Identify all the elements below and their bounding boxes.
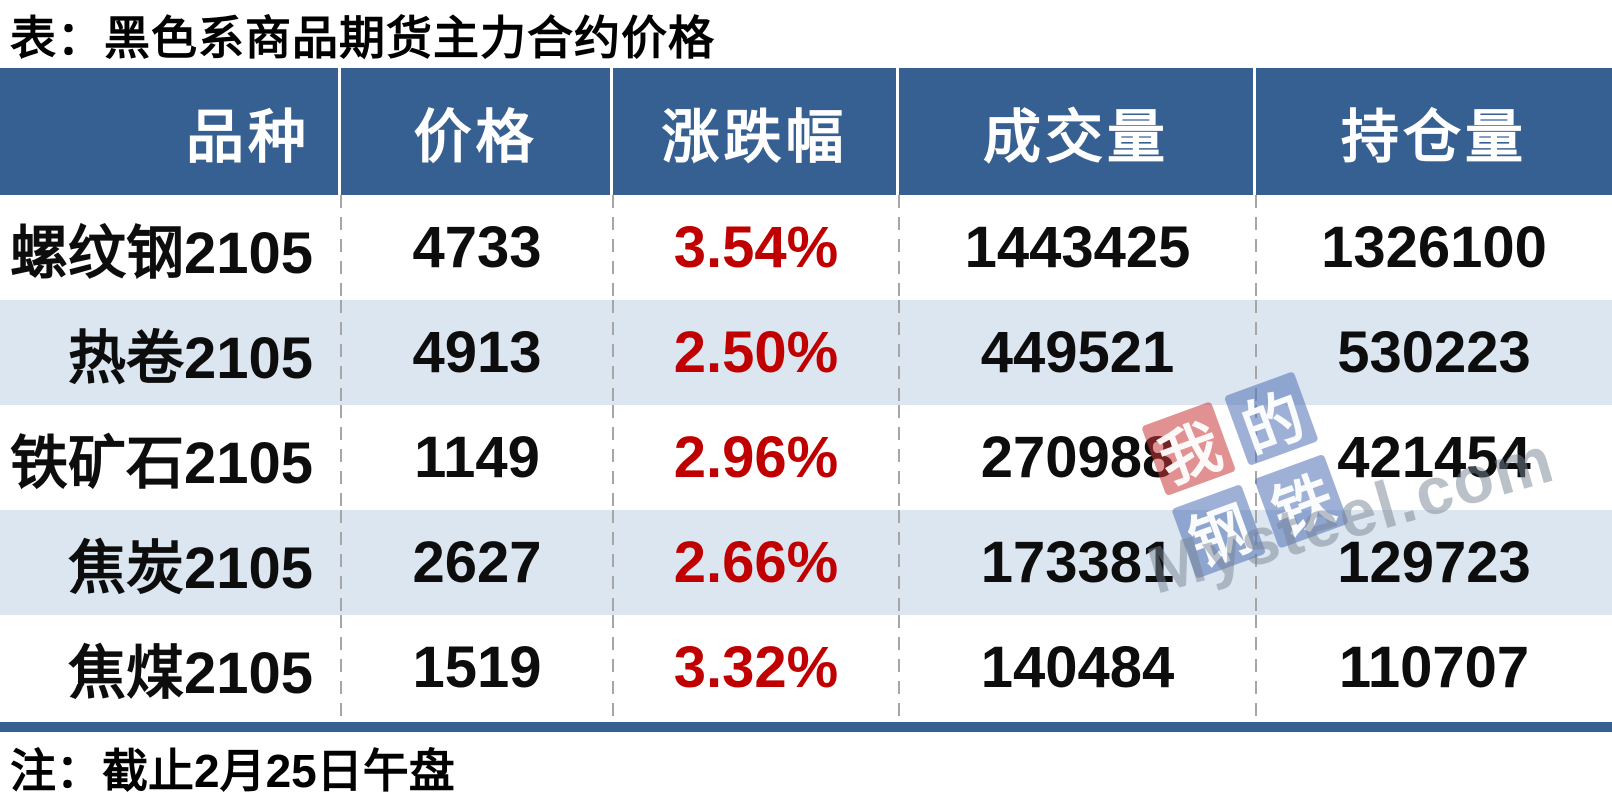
cell-open-interest: 110707 [1338, 635, 1530, 700]
table-row: 热卷2105 4913 2.50% 449521 530223 [0, 300, 1612, 405]
cell-change: 2.50% [613, 300, 900, 405]
footnote: 注：截止2月25日午盘 [10, 745, 455, 797]
cell-change: 3.54% [613, 195, 900, 300]
cell-volume: 1443425 [899, 195, 1257, 300]
table-row: 焦煤2105 1519 3.32% 140484 110707 [0, 615, 1612, 720]
cell-price: 1519 [341, 615, 614, 720]
cell-open-interest: 1326100 [1321, 215, 1547, 280]
cell-price: 1149 [341, 405, 614, 510]
table-row: 焦炭2105 2627 2.66% 173381 129723 [0, 510, 1612, 615]
futures-table: 品种 价格 涨跌幅 成交量 持仓量 螺纹钢2105 4733 3.54% 144… [0, 68, 1612, 720]
bottom-accent-bar [0, 722, 1612, 732]
cell-volume: 173381 [899, 510, 1257, 615]
table-header-row: 品种 价格 涨跌幅 成交量 持仓量 [0, 68, 1612, 195]
cell-volume: 140484 [899, 615, 1257, 720]
cell-variety: 铁矿石2105 [0, 405, 342, 510]
cell-variety: 焦煤2105 [0, 615, 342, 720]
cell-change: 3.32% [613, 615, 900, 720]
column-header-price: 价格 [341, 68, 613, 195]
column-header-change: 涨跌幅 [613, 68, 899, 195]
table-row: 螺纹钢2105 4733 3.54% 1443425 1326100 [0, 195, 1612, 300]
cell-open-interest: 530223 [1337, 320, 1531, 385]
column-header-volume: 成交量 [899, 68, 1256, 195]
cell-change: 2.66% [613, 510, 900, 615]
cell-volume: 449521 [899, 300, 1257, 405]
cell-open-interest: 129723 [1337, 530, 1531, 595]
cell-price: 2627 [341, 510, 614, 615]
cell-price: 4733 [341, 195, 614, 300]
table-row: 铁矿石2105 1149 2.96% 270988 421454 [0, 405, 1612, 510]
figure-title: 表：黑色系商品期货主力合约价格 [10, 12, 715, 64]
cell-open-interest: 421454 [1337, 425, 1531, 490]
cell-variety: 焦炭2105 [0, 510, 342, 615]
column-header-variety: 品种 [0, 68, 341, 195]
cell-variety: 热卷2105 [0, 300, 342, 405]
cell-price: 4913 [341, 300, 614, 405]
cell-change: 2.96% [613, 405, 900, 510]
cell-volume: 270988 [899, 405, 1257, 510]
column-header-open-interest: 持仓量 [1340, 104, 1527, 170]
cell-variety: 螺纹钢2105 [0, 195, 342, 300]
